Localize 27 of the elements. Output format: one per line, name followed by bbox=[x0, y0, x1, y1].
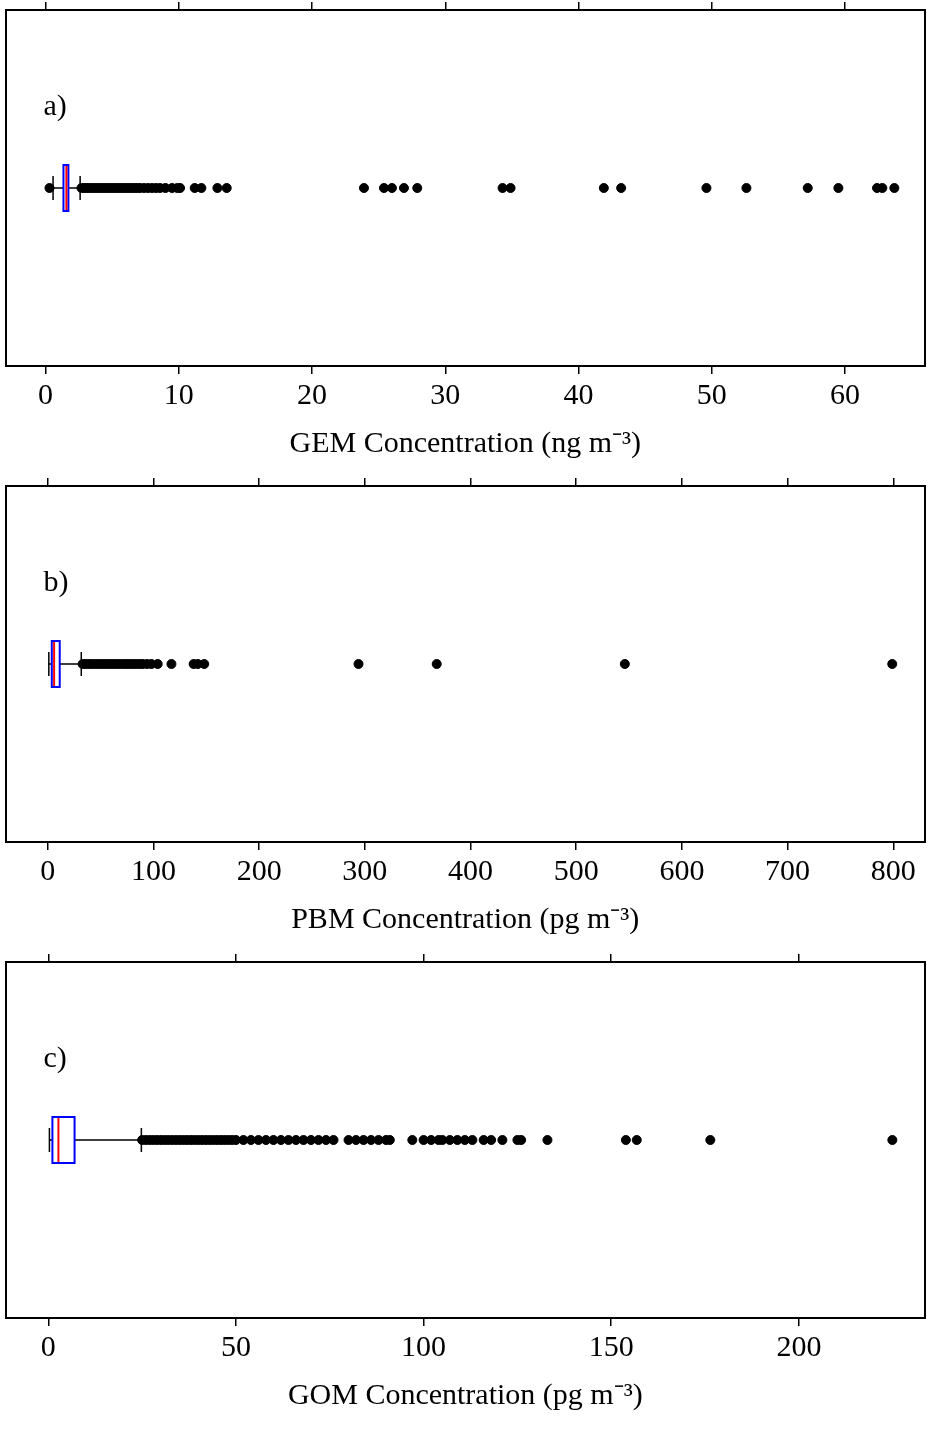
x-tick-label: 400 bbox=[448, 852, 494, 886]
x-tick-label: 50 bbox=[220, 1328, 251, 1362]
annotation: a) bbox=[43, 88, 67, 122]
x-tick-label: 30 bbox=[430, 376, 461, 410]
x-tick-label: 200 bbox=[776, 1328, 822, 1362]
x-tick-label: 200 bbox=[236, 852, 282, 886]
x-tick-label: 60 bbox=[830, 376, 861, 410]
annotation: b) bbox=[43, 564, 69, 598]
annotation: c) bbox=[43, 1040, 67, 1074]
x-tick-label: 10 bbox=[163, 376, 194, 410]
x-tick-label: 50 bbox=[696, 376, 727, 410]
x-axis-title: GOM Concentration (pg m⁻³) bbox=[287, 1376, 643, 1411]
x-tick-label: 0 bbox=[40, 852, 56, 886]
x-tick-label: 0 bbox=[37, 376, 53, 410]
x-tick-label: 40 bbox=[563, 376, 594, 410]
x-tick-label: 20 bbox=[297, 376, 327, 410]
x-tick-label: 800 bbox=[870, 852, 916, 886]
x-tick-label: 600 bbox=[659, 852, 705, 886]
x-tick-label: 700 bbox=[765, 852, 811, 886]
x-axis-title: GEM Concentration (ng m⁻³) bbox=[289, 424, 641, 459]
x-tick-label: 0 bbox=[40, 1328, 56, 1362]
x-tick-label: 100 bbox=[130, 852, 176, 886]
x-tick-label: 300 bbox=[342, 852, 388, 886]
x-tick-label: 500 bbox=[553, 852, 599, 886]
x-tick-label: 100 bbox=[401, 1328, 447, 1362]
x-tick-label: 150 bbox=[588, 1328, 634, 1362]
x-axis-title: PBM Concentration (pg m⁻³) bbox=[291, 900, 640, 935]
